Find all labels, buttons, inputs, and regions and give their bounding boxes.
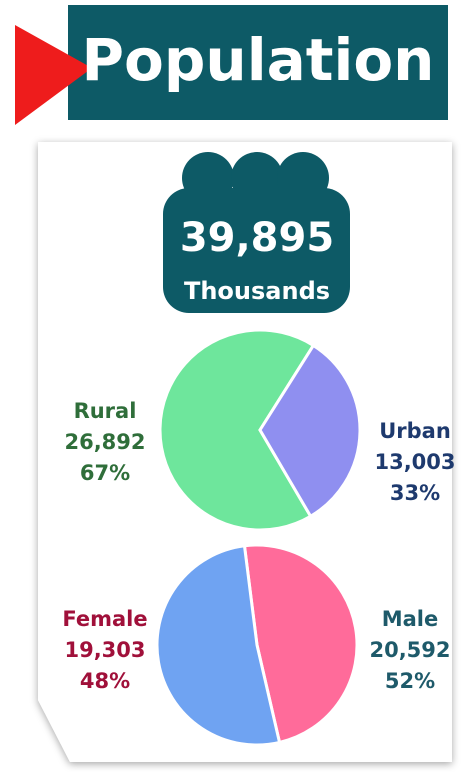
total-unit: Thousands [184, 277, 330, 305]
pie-slice [158, 328, 316, 532]
slice-category: Rural [74, 399, 137, 423]
title: Population [82, 26, 435, 94]
slice-percent: 48% [80, 669, 130, 693]
pie-slice [242, 543, 359, 745]
slice-category: Female [62, 607, 147, 631]
slice-percent: 67% [80, 461, 130, 485]
header-arrow [15, 25, 92, 125]
total-value: 39,895 [180, 215, 334, 261]
slice-category: Male [382, 607, 439, 631]
slice-category: Urban [379, 419, 451, 443]
header-box [68, 5, 448, 120]
pie-slice [155, 544, 282, 747]
slice-value: 20,592 [369, 638, 450, 662]
slice-value: 26,892 [64, 430, 145, 454]
slice-percent: 33% [390, 481, 440, 505]
slice-value: 13,003 [374, 450, 455, 474]
slice-value: 19,303 [64, 638, 145, 662]
slice-percent: 52% [385, 669, 435, 693]
people-icon [163, 152, 350, 313]
pie-slice [258, 343, 362, 519]
